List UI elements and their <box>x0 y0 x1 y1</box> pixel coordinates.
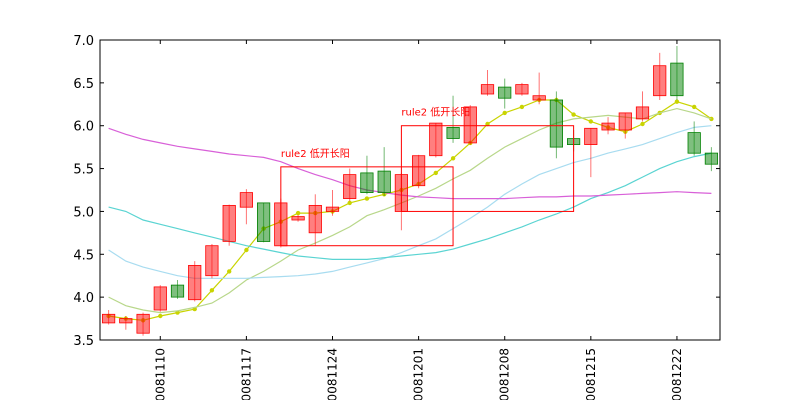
candle-body <box>136 313 150 334</box>
candle-body <box>153 286 167 311</box>
x-tick-label: 20081201 <box>412 348 426 400</box>
y-tick-label: 6.0 <box>73 120 94 135</box>
series-point <box>433 170 438 176</box>
candle-body <box>429 122 443 157</box>
candle-body <box>170 284 185 298</box>
series-point <box>485 121 490 127</box>
candle-body <box>205 245 219 277</box>
candle-body <box>549 99 564 148</box>
candle-body <box>532 95 546 101</box>
series-point <box>209 288 215 293</box>
candle-body <box>188 264 202 301</box>
series-point <box>588 119 593 124</box>
series-point <box>227 269 232 274</box>
y-tick-label: 5.0 <box>73 205 94 220</box>
candle-body <box>411 155 426 187</box>
y-tick-label: 4.5 <box>73 248 94 263</box>
candle-body <box>670 62 684 97</box>
candle-body <box>463 106 477 144</box>
series-point <box>674 99 680 104</box>
candle-body <box>704 152 719 165</box>
annotation-box <box>400 125 575 212</box>
candle-body <box>446 127 460 139</box>
axes: 3.5 4.0 4.5 5.0 5.5 6.0 6.5 7.0 20081110 20081117… <box>73 34 721 400</box>
series-point <box>502 110 507 116</box>
axes-frame <box>99 39 721 341</box>
series-point <box>295 210 301 216</box>
candle-body <box>601 122 615 131</box>
series-point <box>692 104 697 110</box>
series-point <box>571 112 576 117</box>
series-point <box>519 104 525 110</box>
candle-body <box>102 313 116 324</box>
x-tick-label: 20081124 <box>326 348 340 400</box>
y-tick-label: 6.5 <box>73 77 94 92</box>
candle-body <box>291 216 305 221</box>
series-line-2 <box>108 125 712 279</box>
y-tick-label: 5.5 <box>73 163 94 178</box>
series-point <box>450 156 456 161</box>
candle-body <box>653 65 667 97</box>
series-point <box>364 196 370 201</box>
series-line-3 <box>108 152 712 260</box>
annotation-box <box>280 166 454 247</box>
candle-body <box>515 84 529 95</box>
candle-body <box>377 170 391 193</box>
x-tick-label: 20081208 <box>498 348 512 400</box>
x-tick-label: 20081222 <box>670 348 684 400</box>
candle-body <box>360 172 374 193</box>
x-tick-label: 20081215 <box>584 348 598 400</box>
series-point <box>244 247 249 253</box>
candle-body <box>343 174 357 200</box>
candle-body <box>239 192 253 208</box>
series-point <box>347 200 352 206</box>
series-line-1 <box>108 107 712 314</box>
series-line-4 <box>108 127 712 200</box>
candle-body <box>480 84 495 95</box>
x-tick-label: 20081110 <box>153 348 167 400</box>
candle-body <box>635 106 650 120</box>
annotation-label: rule2 低开长阳 <box>401 106 470 119</box>
candle-body <box>498 86 512 99</box>
y-tick-label: 3.5 <box>73 334 94 349</box>
candle-body <box>256 202 271 242</box>
series-point <box>158 313 163 319</box>
candle-body <box>325 206 340 212</box>
series-point <box>709 116 714 122</box>
candle-body <box>222 204 236 242</box>
candle-body <box>584 127 598 146</box>
candle-body <box>618 112 632 131</box>
y-tick-label: 7.0 <box>73 34 94 49</box>
series-point <box>640 121 645 127</box>
candle-body <box>687 132 701 154</box>
candle-body <box>308 204 322 234</box>
x-tick-label: 20081117 <box>239 348 253 400</box>
candle-body <box>119 318 133 324</box>
annotation-label: rule2 低开长阳 <box>281 147 350 160</box>
y-tick-label: 4.0 <box>73 291 94 306</box>
plot-area: rule2 低开长阳 rule2 低开长阳 <box>102 46 719 336</box>
